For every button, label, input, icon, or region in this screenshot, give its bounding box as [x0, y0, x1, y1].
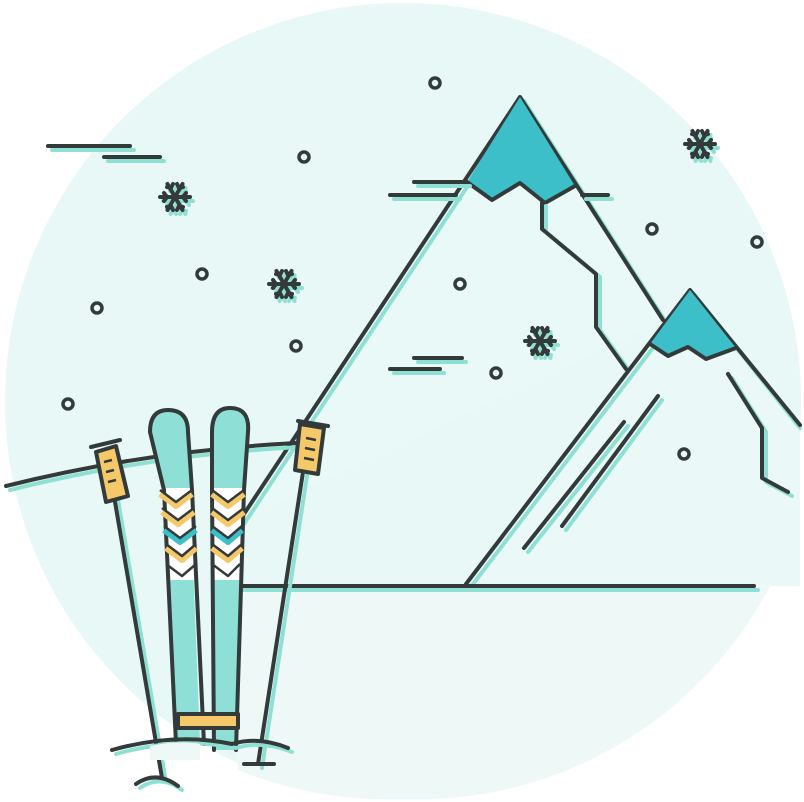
wind-lines [46, 144, 614, 375]
large-mountain-snowcap [467, 97, 575, 203]
large-mountain [238, 95, 669, 526]
snow-dot-icon [61, 76, 764, 461]
ski-right [210, 406, 251, 752]
ski-left [148, 408, 206, 746]
ski-pole-right [242, 419, 330, 770]
left-hill-line [4, 441, 298, 488]
snow-mound [110, 737, 290, 752]
small-mountain [464, 288, 802, 590]
ski-pole-left [89, 438, 184, 792]
ground-area [238, 586, 770, 800]
ski-binding [176, 712, 240, 730]
small-mountain-snowcap [650, 290, 736, 359]
